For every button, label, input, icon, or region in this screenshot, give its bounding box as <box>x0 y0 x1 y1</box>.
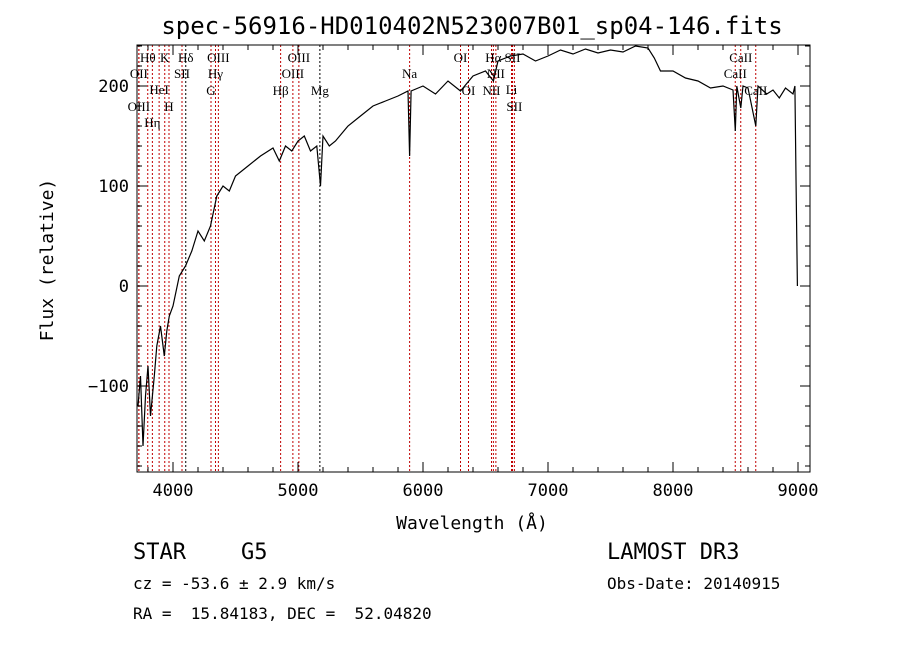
x-tick-label: 8000 <box>653 481 694 501</box>
line-label: Hη <box>144 115 160 130</box>
line-label: G <box>206 83 215 98</box>
line-label: CaII <box>724 66 747 81</box>
line-label: Hδ <box>178 50 194 65</box>
line-label: Hβ <box>273 83 289 98</box>
line-label: NII <box>482 83 500 98</box>
line-label: K <box>160 50 170 65</box>
object-class: STAR <box>133 540 186 565</box>
y-tick-label: 0 <box>119 277 129 297</box>
line-label: SII <box>505 50 521 65</box>
x-tick-label: 5000 <box>278 481 319 501</box>
x-axis-label: Wavelength (Å) <box>396 512 548 534</box>
line-label: OIII <box>282 66 304 81</box>
chart-title: spec-56916-HD010402N523007B01_sp04-146.f… <box>161 12 782 40</box>
y-tick-label: 200 <box>98 77 129 97</box>
line-label: Na <box>402 66 417 81</box>
x-tick-label: 6000 <box>403 481 444 501</box>
ra-dec: RA = 15.84183, DEC = 52.04820 <box>133 604 432 623</box>
spectrum-series <box>137 45 798 447</box>
line-label: OIII <box>288 50 310 65</box>
y-tick-label: 100 <box>98 177 129 197</box>
line-label: SII <box>174 66 190 81</box>
line-label: Mg <box>311 83 330 98</box>
line-label: OII <box>130 66 148 81</box>
spectrum-line <box>137 45 798 447</box>
line-label: OI <box>454 50 468 65</box>
x-tick-label: 4000 <box>153 481 194 501</box>
line-label: OI <box>462 83 476 98</box>
line-label: Hα <box>485 50 501 65</box>
line-label: Li <box>506 82 518 97</box>
y-tick-label: −100 <box>88 377 129 397</box>
x-tick-label: 9000 <box>778 481 819 501</box>
line-label: OIII <box>207 50 229 65</box>
line-label: SII <box>506 99 522 114</box>
redshift-cz: cz = -53.6 ± 2.9 km/s <box>133 574 336 593</box>
line-label: CaII <box>744 83 767 98</box>
line-label: Hθ <box>140 50 156 65</box>
line-label: Hγ <box>208 66 223 81</box>
survey-name: LAMOST DR3 <box>607 540 740 565</box>
object-subclass: G5 <box>241 540 268 565</box>
line-label: NII <box>487 66 505 81</box>
y-axis-label: Flux (relative) <box>37 179 58 342</box>
line-label: HeI <box>149 82 169 97</box>
emission-lines <box>138 45 757 472</box>
obs-date: Obs-Date: 20140915 <box>607 574 781 593</box>
axes: 4000 5000 6000 7000 8000 9000 −100 0 100 200 <box>88 45 818 501</box>
line-label: H <box>164 99 173 114</box>
line-label: CaII <box>729 50 752 65</box>
x-tick-label: 7000 <box>528 481 569 501</box>
plot-frame <box>136 44 811 473</box>
